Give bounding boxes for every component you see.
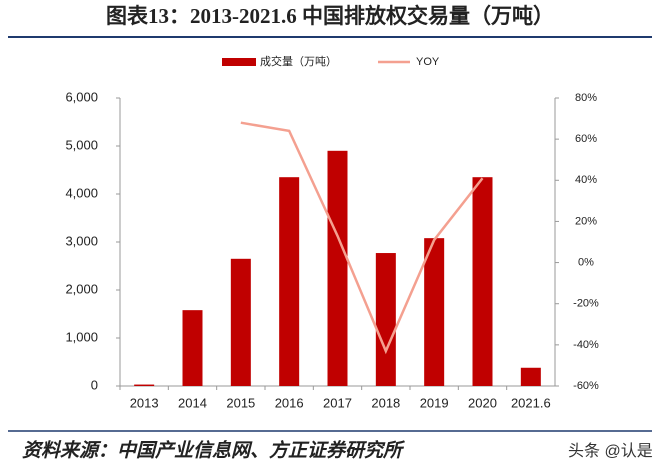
y2-tick-label: -20%	[573, 298, 599, 310]
x-tick-label: 2021.6	[511, 395, 551, 410]
y-tick-label: 3,000	[65, 233, 98, 248]
bar	[182, 310, 203, 386]
y-tick-label: 6,000	[65, 89, 98, 104]
y2-tick-label: 0%	[578, 256, 594, 268]
x-tick-label: 2013	[130, 395, 159, 410]
y-tick-label: 4,000	[65, 185, 98, 200]
watermark: 头条 @认是	[568, 442, 653, 460]
bar	[327, 150, 348, 386]
y2-tick-label: 80%	[575, 92, 597, 104]
chart-title: 图表13：2013-2021.6 中国排放权交易量（万吨）	[106, 4, 554, 28]
y-tick-label: 1,000	[65, 329, 98, 344]
bar	[230, 258, 251, 386]
x-tick-label: 2018	[371, 395, 400, 410]
legend-swatch	[222, 58, 256, 66]
y2-tick-label: -60%	[573, 380, 599, 392]
x-tick-label: 2014	[178, 395, 207, 410]
source: 资料来源：中国产业信息网、方正证券研究所	[22, 439, 405, 461]
x-tick-label: 2019	[420, 395, 449, 410]
legend-label: 成交量（万吨）	[260, 54, 337, 68]
y2-tick-label: 60%	[575, 133, 597, 145]
x-tick-label: 2020	[468, 395, 497, 410]
legend-label: YOY	[416, 56, 440, 68]
y-tick-label: 5,000	[65, 137, 98, 152]
x-tick-label: 2015	[226, 395, 255, 410]
bar	[472, 177, 493, 386]
bar	[520, 367, 541, 386]
line	[240, 121, 484, 355]
bar	[375, 253, 396, 386]
x-tick-label: 2016	[275, 395, 304, 410]
y-tick-label: 2,000	[65, 281, 98, 296]
y2-tick-label: -40%	[573, 339, 599, 351]
bar	[424, 238, 445, 386]
bar	[279, 177, 300, 386]
bar	[134, 384, 155, 386]
y-tick-label: 0	[91, 377, 98, 392]
x-tick-label: 2017	[323, 395, 352, 410]
y2-tick-label: 20%	[575, 215, 597, 227]
y2-tick-label: 40%	[575, 174, 597, 186]
